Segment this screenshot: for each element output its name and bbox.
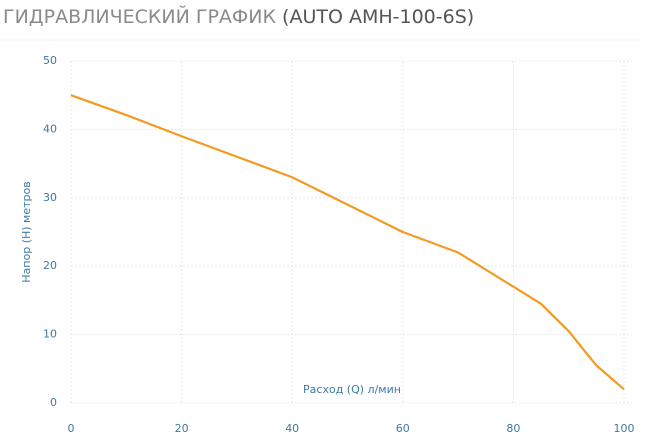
y-tick-label: 40 <box>43 122 57 135</box>
y-tick-label: 0 <box>50 396 57 409</box>
y-tick-label: 10 <box>43 328 57 341</box>
x-tick-label: 20 <box>175 422 189 435</box>
title-model: (AUTO AMH-100-6S) <box>282 6 474 28</box>
x-tick-label: 40 <box>285 422 299 435</box>
x-axis-label: Расход (Q) л/мин <box>303 383 401 396</box>
x-tick-label: 0 <box>68 422 75 435</box>
y-axis-label: Напор (H) метров <box>20 181 33 282</box>
title-main: ГИДРАВЛИЧЕСКИЙ ГРАФИК <box>3 5 276 28</box>
y-tick-label: 20 <box>43 259 57 272</box>
data-line <box>70 94 625 391</box>
x-tick-label: 80 <box>506 422 520 435</box>
x-tick-label: 60 <box>396 422 410 435</box>
y-tick-label: 30 <box>43 191 57 204</box>
chart-title: ГИДРАВЛИЧЕСКИЙ ГРАФИК (AUTO AMH-100-6S) <box>3 5 474 28</box>
x-tick-label: 100 <box>614 422 635 435</box>
y-tick-label: 50 <box>43 54 57 67</box>
